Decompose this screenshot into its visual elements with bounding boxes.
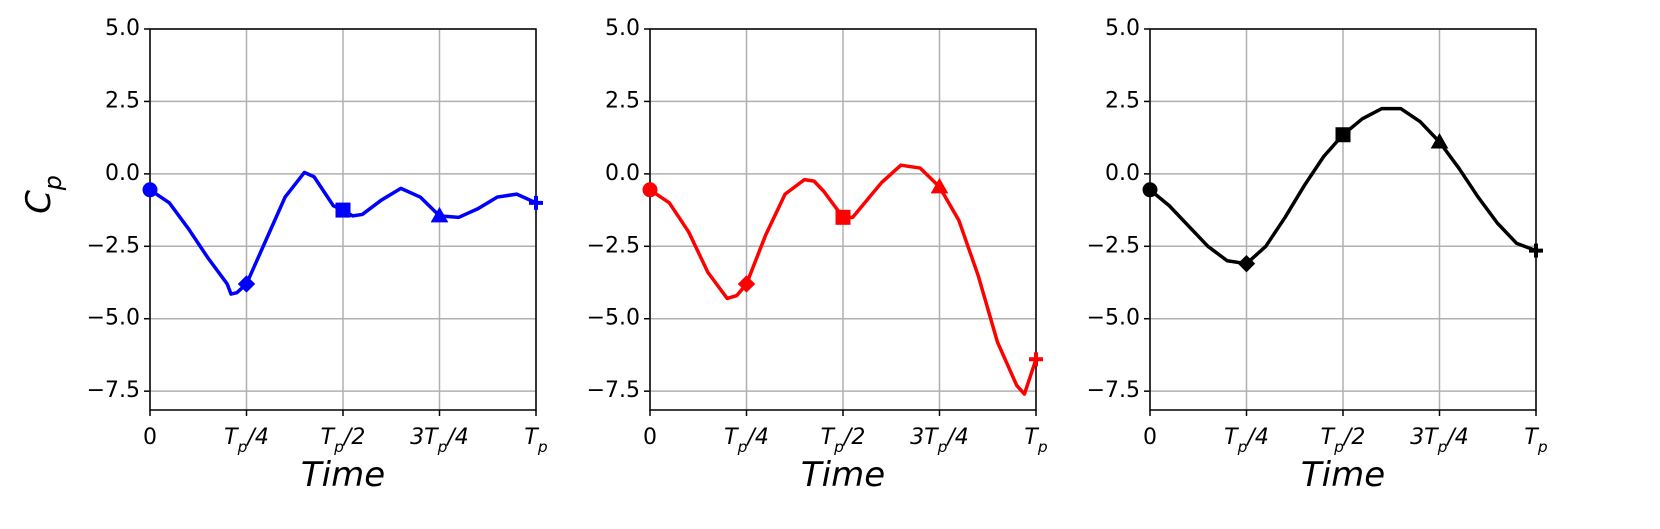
x-tick-label: 0: [643, 425, 657, 450]
y-tick-label: 2.5: [1105, 88, 1140, 113]
marker: [642, 182, 658, 198]
y-tick-label: −7.5: [587, 378, 640, 403]
y-tick-label: −7.5: [87, 378, 140, 403]
y-tick-label: 0.0: [1105, 161, 1140, 186]
marker: [142, 182, 158, 198]
marker: [1335, 127, 1351, 143]
marker: [237, 275, 256, 293]
y-tick-label: 5.0: [605, 16, 640, 41]
x-tick-label: Tp/4: [224, 425, 269, 456]
line: [149, 170, 537, 296]
y-tick-label: 5.0: [1105, 16, 1140, 41]
y-tick-label: 0.0: [605, 161, 640, 186]
x-tick-label: 0: [1143, 425, 1157, 450]
marker: [1029, 352, 1043, 367]
x-tick-label: 3Tp/4: [1410, 425, 1469, 456]
y-tick-label: −2.5: [1087, 233, 1140, 258]
x-tick-label: Tp/2: [821, 425, 866, 456]
x-tick-label: Tp: [524, 425, 547, 456]
marker: [1237, 254, 1256, 273]
plot-frame: [1149, 28, 1537, 411]
y-tick-label: 5.0: [105, 16, 140, 41]
marker: [835, 209, 851, 225]
marker: [1529, 243, 1543, 258]
y-tick-label: −5.0: [587, 306, 640, 331]
x-tick-label: 3Tp/4: [410, 425, 469, 456]
x-axis-label: Time: [301, 455, 385, 495]
plot-frame: [149, 28, 537, 411]
x-tick-label: 0: [143, 425, 157, 450]
y-tick-label: 2.5: [605, 88, 640, 113]
marker: [335, 202, 351, 218]
subplot: 5.0 2.5 0.0 −2.5 −5.0 −7.50 Tp/4 Tp/2 3Tp/4 Tp Tim…: [587, 16, 1048, 495]
marker: [1142, 182, 1158, 198]
x-tick-label: Tp/4: [724, 425, 769, 456]
subplot: 5.0 2.5 0.0 −2.5 −5.0 −7.50 Tp/4 Tp/2 3Tp/4 Tp Tim…: [1087, 16, 1548, 495]
marker: [930, 177, 949, 194]
x-tick-label: Tp/4: [1224, 425, 1269, 456]
x-tick-label: Tp: [1524, 425, 1547, 456]
y-axis-label: Cp: [19, 175, 67, 214]
subplot: 5.0 2.5 0.0 −2.5 −5.0 −7.50 Tp/4 Tp/2 3Tp/4 Tp Tim…: [19, 16, 548, 495]
marker: [430, 206, 449, 223]
y-tick-label: −7.5: [1087, 378, 1140, 403]
x-axis-label: Time: [1301, 455, 1385, 495]
x-axis-label: Time: [801, 455, 885, 495]
y-tick-label: 0.0: [105, 161, 140, 186]
y-tick-label: −2.5: [87, 233, 140, 258]
y-tick-label: −5.0: [87, 306, 140, 331]
x-tick-label: Tp/2: [1321, 425, 1366, 456]
y-tick-label: 2.5: [105, 88, 140, 113]
x-tick-label: Tp: [1024, 425, 1047, 456]
y-tick-label: −5.0: [1087, 306, 1140, 331]
plot-frame: [649, 28, 1037, 411]
x-tick-label: Tp/2: [321, 425, 366, 456]
marker: [529, 195, 543, 210]
marker: [737, 275, 756, 293]
y-tick-label: −2.5: [587, 233, 640, 258]
marker: [1430, 132, 1449, 149]
x-tick-label: 3Tp/4: [910, 425, 969, 456]
